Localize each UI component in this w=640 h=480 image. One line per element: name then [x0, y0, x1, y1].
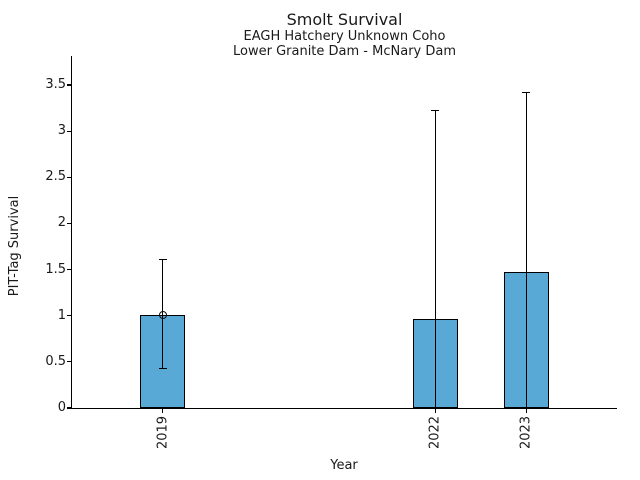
x-tick-2019: [162, 409, 164, 414]
error-cap-top-2022: [431, 110, 440, 112]
chart-subtitle-line1: EAGH Hatchery Unknown Coho: [243, 29, 446, 44]
y-tick-0.5: [66, 361, 71, 363]
error-bar-2023: [525, 92, 527, 408]
x-axis-spine: [70, 408, 617, 410]
y-tick-label-2.5: 2.5: [45, 169, 66, 185]
x-tick-2023: [525, 409, 527, 414]
x-axis-label: Year: [330, 458, 358, 473]
x-tick-2022: [434, 409, 436, 414]
y-tick-2: [66, 222, 71, 224]
y-tick-2.5: [66, 176, 71, 178]
y-tick-label-0: 0: [57, 400, 66, 415]
y-tick-label-3: 3: [57, 123, 66, 139]
y-tick-3.5: [66, 84, 71, 86]
y-tick-label-3.5: 3.5: [45, 77, 66, 92]
point-marker-2019: [158, 310, 167, 319]
y-tick-0: [66, 407, 71, 409]
x-tick-label-2023: 2023: [518, 415, 534, 450]
error-bar-2022: [434, 110, 436, 408]
x-tick-label-2019: 2019: [155, 415, 171, 450]
chart-subtitle-line2: Lower Granite Dam - McNary Dam: [233, 44, 456, 59]
y-tick-label-0.5: 0.5: [45, 353, 66, 369]
error-cap-top-2023: [522, 91, 531, 94]
y-tick-label-1.5: 1.5: [45, 261, 66, 277]
y-axis-spine: [70, 56, 72, 410]
x-tick-label-2022: 2022: [427, 415, 443, 450]
y-tick-label-2: 2: [57, 215, 66, 231]
y-tick-1.5: [66, 269, 71, 271]
error-cap-bottom-2019: [158, 367, 167, 369]
y-tick-3: [66, 130, 71, 132]
y-tick-1: [66, 315, 71, 317]
chart-title: Smolt Survival: [286, 10, 403, 29]
error-cap-top-2019: [158, 258, 167, 261]
y-tick-label-1: 1: [57, 307, 66, 323]
